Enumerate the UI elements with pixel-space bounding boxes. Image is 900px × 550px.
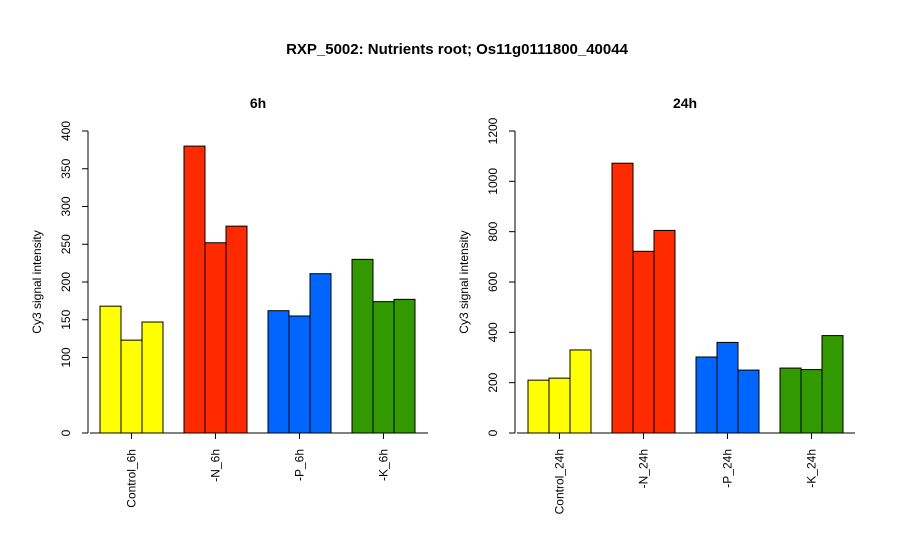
y-tick-label: 200 <box>59 272 73 292</box>
bar <box>141 321 164 434</box>
bar <box>372 301 395 434</box>
y-tick-label: 1200 <box>486 117 500 144</box>
y-axis-label: Cy3 signal intensity <box>457 230 471 333</box>
bar <box>225 225 248 434</box>
figure-title: RXP_5002: Nutrients root; Os11g0111800_4… <box>286 41 629 58</box>
y-tick-label: 100 <box>59 347 73 367</box>
bar <box>120 339 143 434</box>
y-tick-label: 250 <box>59 234 73 254</box>
y-tick-label: 400 <box>486 322 500 342</box>
panel-24h: 24h 0 200 400 600 800 1000 1200 Cy3 signal inten… <box>457 95 855 514</box>
x-category-label: Control_24h <box>553 449 567 514</box>
bar <box>309 273 332 434</box>
x-category-label: Control_6h <box>125 449 139 508</box>
x-category-label: -N_6h <box>209 449 223 482</box>
y-tick-label: 0 <box>486 429 500 436</box>
bar <box>779 367 802 434</box>
bar <box>204 242 227 434</box>
y-tick-label: 400 <box>59 121 73 141</box>
bar <box>632 250 655 434</box>
bar <box>653 229 676 434</box>
x-category-label: -K_6h <box>377 449 391 481</box>
panel-6h: 6h 0 100 150 200 250 300 350 400 Cy3 signal inten… <box>30 95 428 508</box>
bar <box>288 315 311 434</box>
bar <box>737 369 760 434</box>
y-tick-label: 1000 <box>486 168 500 195</box>
bar <box>611 162 634 434</box>
y-tick-label: 600 <box>486 272 500 292</box>
y-tick-label: 800 <box>486 221 500 241</box>
bar <box>183 145 206 434</box>
x-category-label: -P_24h <box>721 449 735 488</box>
bar <box>99 305 122 434</box>
y-axis-label: Cy3 signal intensity <box>30 230 44 333</box>
bar <box>695 356 718 434</box>
bar <box>569 349 592 434</box>
bar <box>821 335 844 434</box>
x-category-label: -N_24h <box>637 449 651 488</box>
y-tick-label: 300 <box>59 196 73 216</box>
bar <box>267 310 290 434</box>
bar <box>351 258 374 434</box>
panel-title: 24h <box>673 95 697 111</box>
y-tick-label: 200 <box>486 372 500 392</box>
y-tick-label: 150 <box>59 309 73 329</box>
bar <box>527 379 550 434</box>
bar <box>800 369 823 434</box>
x-category-label: -P_6h <box>293 449 307 481</box>
bar <box>393 298 416 434</box>
bar <box>716 341 739 434</box>
x-category-label: -K_24h <box>805 449 819 488</box>
bar <box>548 377 571 434</box>
panel-title: 6h <box>250 95 266 111</box>
y-tick-label: 350 <box>59 158 73 178</box>
y-tick-label: 0 <box>59 429 73 436</box>
